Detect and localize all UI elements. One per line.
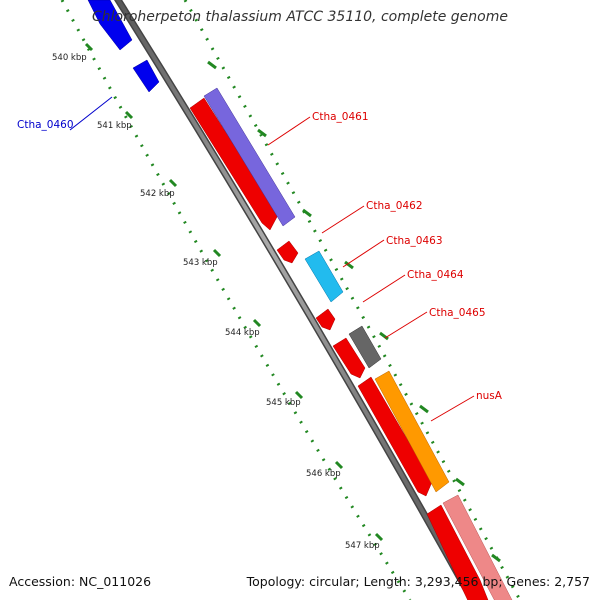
- scale-track-outer: [183, 0, 522, 600]
- gene-bar-blue-1: [87, 0, 133, 51]
- gene-bar-ctha0461: [203, 87, 296, 227]
- cds-arrow-nusa-region: [357, 376, 433, 497]
- topology-text: Topology: circular; Length: 3,293,456 bp…: [246, 574, 590, 589]
- tick-labels: 540 kbp 541 kbp 542 kbp 543 kbp 544 kbp …: [52, 53, 380, 551]
- gene-label-ctha0464: Ctha_0464: [407, 269, 464, 281]
- map-title: Chloroherpeton thalassium ATCC 35110, co…: [92, 9, 508, 25]
- tick-mark: [168, 178, 178, 188]
- tick-mark: [207, 60, 217, 70]
- tick-label: 547 kbp: [345, 541, 380, 551]
- inner-tick-marks: [84, 42, 384, 542]
- tick-mark: [294, 390, 304, 400]
- cds-arrow-ctha0463: [315, 308, 336, 331]
- leader-line-ctha0462: [321, 205, 365, 234]
- leader-line-ctha0463: [342, 239, 385, 268]
- tick-label: 541 kbp: [97, 121, 132, 131]
- tick-mark: [455, 477, 465, 487]
- accession-text: Accession: NC_011026: [9, 574, 152, 589]
- gene-label-nusa: nusA: [476, 390, 503, 402]
- gene-bar-ctha0463: [304, 250, 344, 303]
- tick-label: 546 kbp: [306, 469, 341, 479]
- leader-line-nusa: [430, 395, 475, 422]
- genome-backbone: [114, 0, 477, 600]
- tick-label: 540 kbp: [52, 53, 87, 63]
- leader-line-ctha0460: [69, 96, 113, 131]
- cds-arrow-ctha0461: [189, 97, 279, 231]
- cds-arrow-ctha0464: [332, 337, 366, 379]
- tick-label: 543 kbp: [183, 258, 218, 268]
- gene-label-ctha0461: Ctha_0461: [312, 111, 369, 123]
- tick-mark: [252, 318, 262, 328]
- tick-label: 542 kbp: [140, 189, 175, 199]
- reverse-strand-genes: [189, 97, 489, 600]
- tick-mark: [419, 404, 429, 414]
- tick-mark: [379, 331, 389, 341]
- cds-arrow-ctha0462: [276, 240, 299, 264]
- scale-track-inner: [60, 0, 412, 600]
- gene-label-ctha0460: Ctha_0460: [17, 119, 74, 131]
- gene-label-ctha0462: Ctha_0462: [366, 200, 423, 212]
- tick-mark: [491, 553, 501, 563]
- tick-mark: [344, 260, 354, 270]
- forward-strand-genes: [87, 0, 513, 600]
- tick-mark: [257, 128, 267, 138]
- tick-label: 544 kbp: [225, 328, 260, 338]
- tick-mark: [212, 248, 222, 258]
- tick-mark: [124, 110, 134, 120]
- label-leaders: [69, 96, 475, 422]
- gene-bar-nusa: [374, 370, 450, 493]
- gene-bar-ctha0460: [132, 59, 160, 93]
- cds-arrow-next: [426, 504, 489, 600]
- gene-labels: Ctha_0460 Ctha_0461 Ctha_0462 Ctha_0463 …: [17, 111, 503, 402]
- tick-mark: [302, 208, 312, 218]
- tick-mark: [374, 532, 384, 542]
- gene-label-ctha0465: Ctha_0465: [429, 307, 486, 319]
- leader-line-ctha0461: [267, 116, 311, 146]
- leader-line-ctha0465: [384, 311, 428, 339]
- tick-mark: [334, 460, 344, 470]
- outer-tick-marks: [207, 60, 501, 563]
- gene-label-ctha0463: Ctha_0463: [386, 235, 443, 247]
- gene-bar-pink: [442, 494, 513, 600]
- leader-line-ctha0464: [362, 274, 406, 303]
- tick-mark: [84, 42, 94, 52]
- gene-bar-ctha0465: [348, 325, 382, 369]
- tick-label: 545 kbp: [266, 398, 301, 408]
